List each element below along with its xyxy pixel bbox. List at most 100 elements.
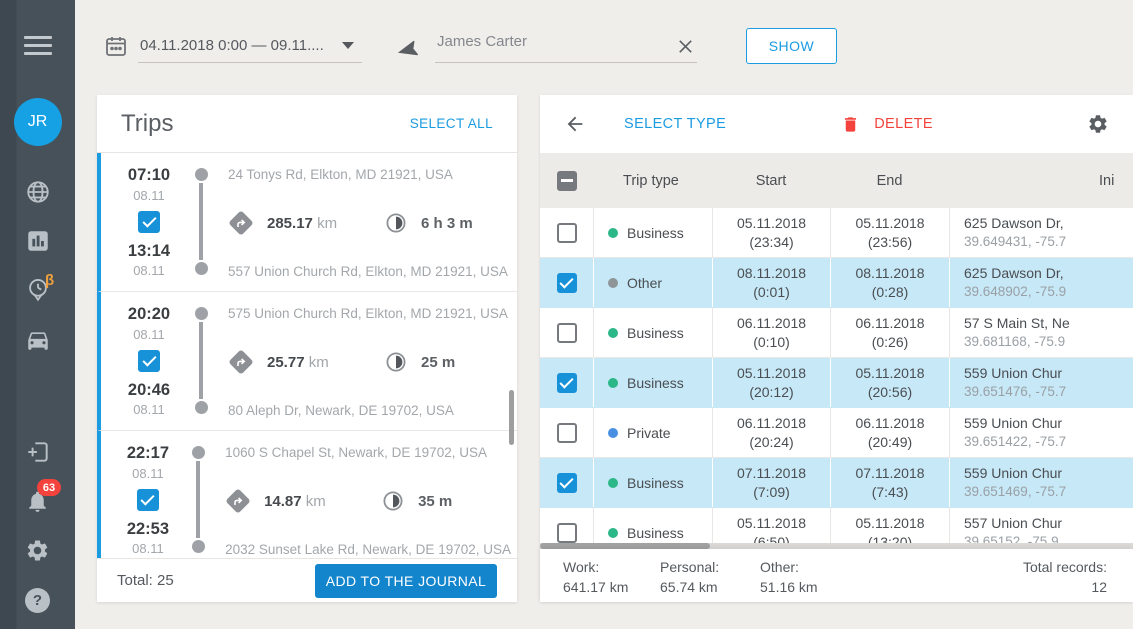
settings-icon[interactable] <box>0 538 75 563</box>
journal-toolbar: SELECT TYPE DELETE <box>540 95 1133 153</box>
add-to-journal-button[interactable]: ADD TO THE JOURNAL <box>315 563 497 598</box>
start-cell: 06.11.2018 (0:10) <box>712 308 830 357</box>
column-start[interactable]: Start <box>755 172 787 189</box>
chevron-down-icon[interactable] <box>342 42 354 49</box>
duration-icon <box>382 490 404 512</box>
journal-panel: SELECT TYPE DELETE Trip type Start End I… <box>540 95 1133 602</box>
trash-icon <box>845 116 857 132</box>
car-icon[interactable] <box>0 327 75 353</box>
trip-from-address: 1060 S Chapel St, Newark, DE 19702, USA <box>225 445 487 460</box>
trip-duration: 35 m <box>418 492 453 510</box>
row-checkbox[interactable] <box>556 272 577 293</box>
row-checkbox[interactable] <box>556 522 577 543</box>
initial-location-cell: 557 Union Chur 39.65152, -75.9 <box>949 508 1133 543</box>
date-range-selector[interactable]: 04.11.2018 0:00 — 09.11.... <box>140 37 324 54</box>
trips-list: 07:10 08.11 13:14 08.11 24 Tonys Rd, Elk… <box>97 153 517 558</box>
show-button[interactable]: SHOW <box>746 28 837 64</box>
clear-input-icon[interactable] <box>676 37 695 61</box>
other-total: Other: 51.16 km <box>760 559 818 595</box>
row-checkbox[interactable] <box>556 422 577 443</box>
sidebar: JR β 63 <box>0 0 75 629</box>
table-settings-icon[interactable] <box>1087 113 1109 135</box>
trip-distance: 14.87 km <box>264 492 326 510</box>
trip-list-item[interactable]: 22:17 08.11 22:53 08.11 1060 S Chapel St… <box>97 431 517 558</box>
delete-button[interactable]: DELETE <box>841 115 933 134</box>
driver-field-underline <box>435 62 697 63</box>
trip-timeline <box>185 431 212 558</box>
time-location-icon[interactable] <box>0 277 75 303</box>
trip-type-dot <box>608 277 618 288</box>
bell-icon[interactable] <box>0 489 75 514</box>
user-avatar[interactable]: JR <box>0 98 75 146</box>
help-icon[interactable]: ? <box>0 588 75 613</box>
trip-duration: 25 m <box>421 353 456 371</box>
start-cell: 06.11.2018 (20:24) <box>712 408 830 457</box>
initial-location-cell: 559 Union Chur 39.651476, -75.7 <box>949 358 1133 407</box>
journal-table-row[interactable]: Business 05.11.2018 (23:34) 05.11.2018 (23… <box>540 208 1133 258</box>
trip-checkbox[interactable] <box>138 211 160 233</box>
journal-table-row[interactable]: Business 06.11.2018 (0:10) 06.11.2018 (0:2… <box>540 308 1133 358</box>
trip-end-date: 08.11 <box>133 402 165 417</box>
trip-checkbox[interactable] <box>138 350 160 372</box>
trip-end-date: 08.11 <box>133 263 165 278</box>
journal-table-row[interactable]: Private 06.11.2018 (20:24) 06.11.2018 (20:… <box>540 408 1133 458</box>
chart-icon[interactable] <box>0 228 75 254</box>
trip-start-time: 07:10 <box>127 166 171 184</box>
trip-type-label: Business <box>627 324 684 341</box>
date-field-underline <box>138 62 362 63</box>
row-checkbox[interactable] <box>556 322 577 343</box>
beta-badge: β <box>45 272 55 289</box>
horizontal-scrollbar-thumb[interactable] <box>540 543 710 549</box>
start-cell: 08.11.2018 (0:01) <box>712 258 830 307</box>
trip-list-item[interactable]: 20:20 08.11 20:46 08.11 575 Union Church… <box>97 292 517 431</box>
trip-start-time: 20:20 <box>127 305 171 323</box>
start-cell: 05.11.2018 (6:50) <box>712 508 830 543</box>
distance-icon <box>225 488 251 514</box>
trip-checkbox[interactable] <box>136 489 159 511</box>
journal-icon[interactable] <box>0 439 75 465</box>
end-cell: 06.11.2018 (20:49) <box>830 408 949 457</box>
start-cell: 05.11.2018 (23:34) <box>712 208 830 257</box>
calendar-icon <box>104 34 128 63</box>
select-type-button[interactable]: SELECT TYPE <box>624 116 727 132</box>
horizontal-scrollbar[interactable] <box>540 543 1133 549</box>
trip-timeline <box>187 292 215 430</box>
vertical-scrollbar[interactable] <box>509 390 514 445</box>
trip-list-item[interactable]: 07:10 08.11 13:14 08.11 24 Tonys Rd, Elk… <box>97 153 517 292</box>
column-end[interactable]: End <box>876 172 903 189</box>
trip-type-label: Business <box>627 474 684 491</box>
trip-duration: 6 h 3 m <box>421 214 473 232</box>
avatar-initials: JR <box>27 113 48 130</box>
globe-icon[interactable] <box>0 179 75 205</box>
select-all-button[interactable]: SELECT ALL <box>409 116 493 131</box>
row-checkbox[interactable] <box>556 372 577 393</box>
trip-type-dot <box>608 377 618 388</box>
trip-type-label: Business <box>627 224 684 241</box>
delete-label: DELETE <box>874 116 933 132</box>
row-checkbox[interactable] <box>556 472 577 493</box>
trip-type-dot <box>608 427 618 438</box>
trip-distance: 285.17 km <box>267 214 338 232</box>
journal-table-row[interactable]: Business 05.11.2018 (20:12) 05.11.2018 (20… <box>540 358 1133 408</box>
select-all-checkbox[interactable] <box>556 170 577 191</box>
initial-location-cell: 57 S Main St, Ne 39.681168, -75.9 <box>949 308 1133 357</box>
trip-end-time: 13:14 <box>127 241 171 260</box>
row-checkbox[interactable] <box>556 222 577 243</box>
initial-location-cell: 559 Union Chur 39.651469, -75.7 <box>949 458 1133 507</box>
journal-table-row[interactable]: Other 08.11.2018 (0:01) 08.11.2018 (0:28) … <box>540 258 1133 308</box>
end-cell: 06.11.2018 (0:26) <box>830 308 949 357</box>
trip-to-address: 2032 Sunset Lake Rd, Newark, DE 19702, U… <box>225 542 511 557</box>
notification-badge: 63 <box>37 479 61 496</box>
trip-end-date: 08.11 <box>132 541 164 556</box>
journal-table-row[interactable]: Business 05.11.2018 (6:50) 05.11.2018 (13:… <box>540 508 1133 543</box>
menu-button[interactable] <box>0 33 75 57</box>
column-initial[interactable]: Ini <box>1099 172 1115 189</box>
column-trip-type[interactable]: Trip type <box>623 172 679 189</box>
end-cell: 05.11.2018 (13:20) <box>830 508 949 543</box>
back-arrow-icon[interactable] <box>564 113 586 135</box>
start-cell: 05.11.2018 (20:12) <box>712 358 830 407</box>
journal-table-row[interactable]: Business 07.11.2018 (7:09) 07.11.2018 (7:4… <box>540 458 1133 508</box>
driver-search-input[interactable] <box>437 33 667 50</box>
trip-start-date: 08.11 <box>132 465 164 481</box>
trip-distance: 25.77 km <box>267 353 329 371</box>
